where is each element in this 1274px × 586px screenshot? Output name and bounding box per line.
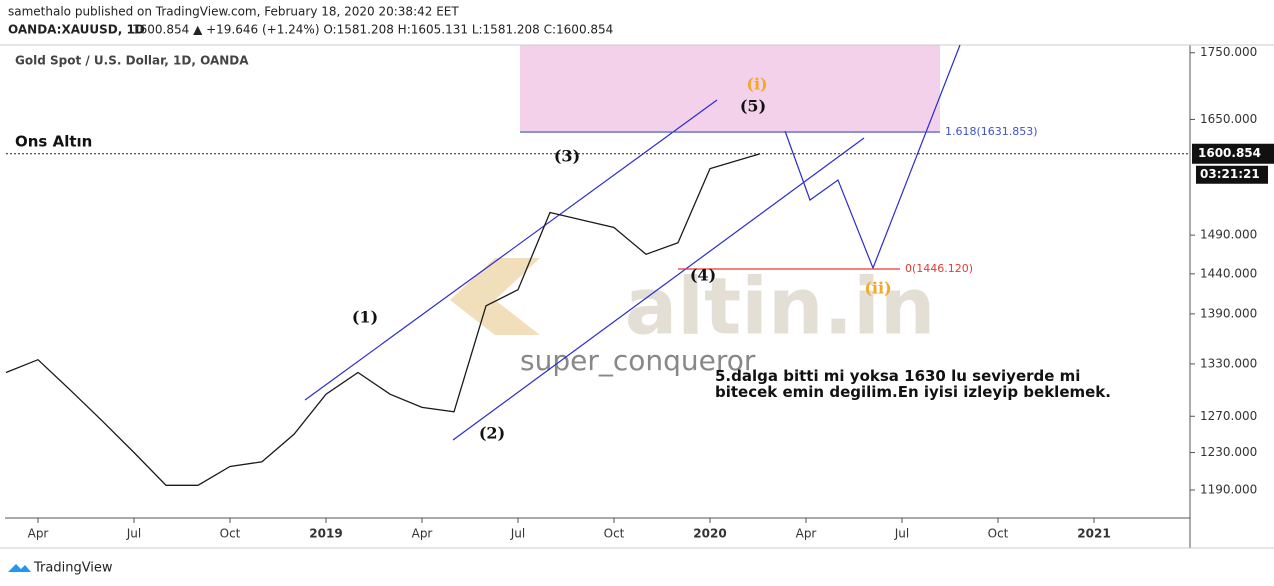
last-price-label: 1600.854 bbox=[1198, 146, 1261, 160]
note: 5.dalga bitti mi yoksa 1630 lu seviyerde… bbox=[715, 368, 1111, 401]
quote: 1600.854 ▲ +19.646 (+1.24%) O:1581.208 H… bbox=[132, 23, 613, 37]
price-line bbox=[5, 153, 761, 486]
x-tick-label: Oct bbox=[220, 527, 241, 541]
x-tick-label: Oct bbox=[604, 527, 625, 541]
wave-label: (4) bbox=[690, 266, 716, 285]
y-tick-label: 1750.000 bbox=[1200, 45, 1257, 59]
level-label: 0(1446.120) bbox=[905, 262, 973, 275]
y-tick-label: 1190.000 bbox=[1200, 483, 1257, 497]
watermark-logo bbox=[450, 258, 540, 335]
footer: TradingView bbox=[33, 561, 113, 576]
x-tick-label: 2020 bbox=[693, 527, 726, 541]
symbol: OANDA:XAUUSD, 1D bbox=[8, 23, 145, 37]
watermark: altin.in bbox=[625, 262, 936, 352]
wave-label: (3) bbox=[554, 147, 580, 166]
x-tick-label: Jul bbox=[510, 527, 525, 541]
x-tick-label: Jul bbox=[126, 527, 141, 541]
x-tick-label: Apr bbox=[28, 527, 49, 541]
y-tick-label: 1490.000 bbox=[1200, 228, 1257, 242]
channel-lower bbox=[452, 137, 865, 441]
note-box: 5.dalga bitti mi yoksa 1630 lu seviyerde… bbox=[715, 368, 1111, 401]
countdown: 03:21:21 bbox=[1200, 167, 1260, 181]
watermark-2: super_conqueror bbox=[520, 344, 756, 377]
y-tick-label: 1650.000 bbox=[1200, 112, 1257, 126]
label: Ons Altın bbox=[15, 133, 92, 151]
projection bbox=[784, 44, 961, 270]
x-tick-label: Apr bbox=[412, 527, 433, 541]
y-tick-label: 1230.000 bbox=[1200, 445, 1257, 459]
x-tick-label: Oct bbox=[988, 527, 1009, 541]
wave-label: (ii) bbox=[864, 279, 891, 298]
wave-label: (2) bbox=[479, 424, 505, 443]
x-tick-label: Jul bbox=[894, 527, 909, 541]
last-price-box bbox=[1192, 143, 1274, 164]
level-label: 1.618(1631.853) bbox=[945, 125, 1038, 138]
x-tick-label: 2021 bbox=[1077, 527, 1110, 541]
x-tick-label: 2019 bbox=[309, 527, 342, 541]
wave-label: (i) bbox=[746, 75, 767, 94]
x-tick-label: Apr bbox=[796, 527, 817, 541]
y-tick-label: 1440.000 bbox=[1200, 266, 1257, 280]
wave-label: (1) bbox=[352, 308, 378, 327]
y-tick-label: 1390.000 bbox=[1200, 306, 1257, 320]
y-tick-label: 1270.000 bbox=[1200, 409, 1257, 423]
channel-upper bbox=[304, 99, 718, 401]
target-zone bbox=[520, 45, 940, 131]
footer-logo bbox=[8, 564, 31, 572]
y-tick-label: 1330.000 bbox=[1200, 356, 1257, 370]
title: Gold Spot / U.S. Dollar, 1D, OANDA bbox=[15, 54, 249, 68]
header: samethalo published on TradingView.com, … bbox=[8, 5, 459, 19]
wave-label: (5) bbox=[740, 97, 766, 116]
countdown-box bbox=[1196, 165, 1268, 184]
